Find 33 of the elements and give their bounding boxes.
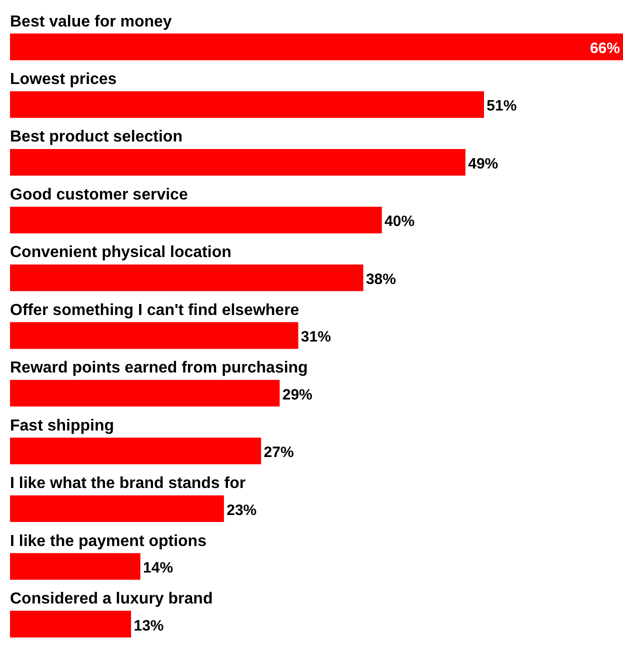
y-tick-label: Good customer service — [10, 186, 188, 204]
y-tick-label: I like the payment options — [10, 532, 207, 550]
data-label: 29% — [282, 386, 312, 404]
bar — [10, 610, 132, 638]
data-label: 40% — [384, 213, 415, 230]
data-label: 14% — [143, 560, 174, 577]
bar — [10, 264, 364, 292]
data-label: 51% — [486, 98, 517, 115]
bar — [10, 438, 262, 464]
bar — [10, 206, 382, 234]
data-label: 38% — [366, 270, 396, 288]
y-tick-label: Reward points earned from purchasing — [10, 360, 308, 377]
data-label: 31% — [300, 328, 331, 346]
y-tick-label: Fast shipping — [10, 417, 114, 434]
data-label: 27% — [264, 444, 294, 462]
bar — [10, 148, 466, 176]
y-tick-label: Offer something I can't find elsewhere — [10, 302, 300, 319]
y-tick-label: Convenient physical location — [10, 244, 232, 262]
data-label: 23% — [226, 502, 257, 519]
bar — [10, 91, 484, 118]
y-tick-label: I like what the brand stands for — [10, 475, 246, 492]
data-label: 66% — [590, 40, 620, 58]
bar — [10, 322, 298, 349]
y-tick-label: Lowest prices — [10, 70, 117, 88]
bar — [10, 34, 623, 60]
y-tick-label: Best value for money — [10, 13, 172, 30]
bar — [10, 380, 280, 407]
bar — [10, 553, 140, 580]
data-label: 49% — [468, 155, 498, 172]
y-tick-label: Considered a luxury brand — [10, 590, 213, 608]
bar — [10, 495, 224, 522]
y-tick-label: Best product selection — [10, 128, 182, 146]
data-label: 13% — [134, 617, 164, 634]
